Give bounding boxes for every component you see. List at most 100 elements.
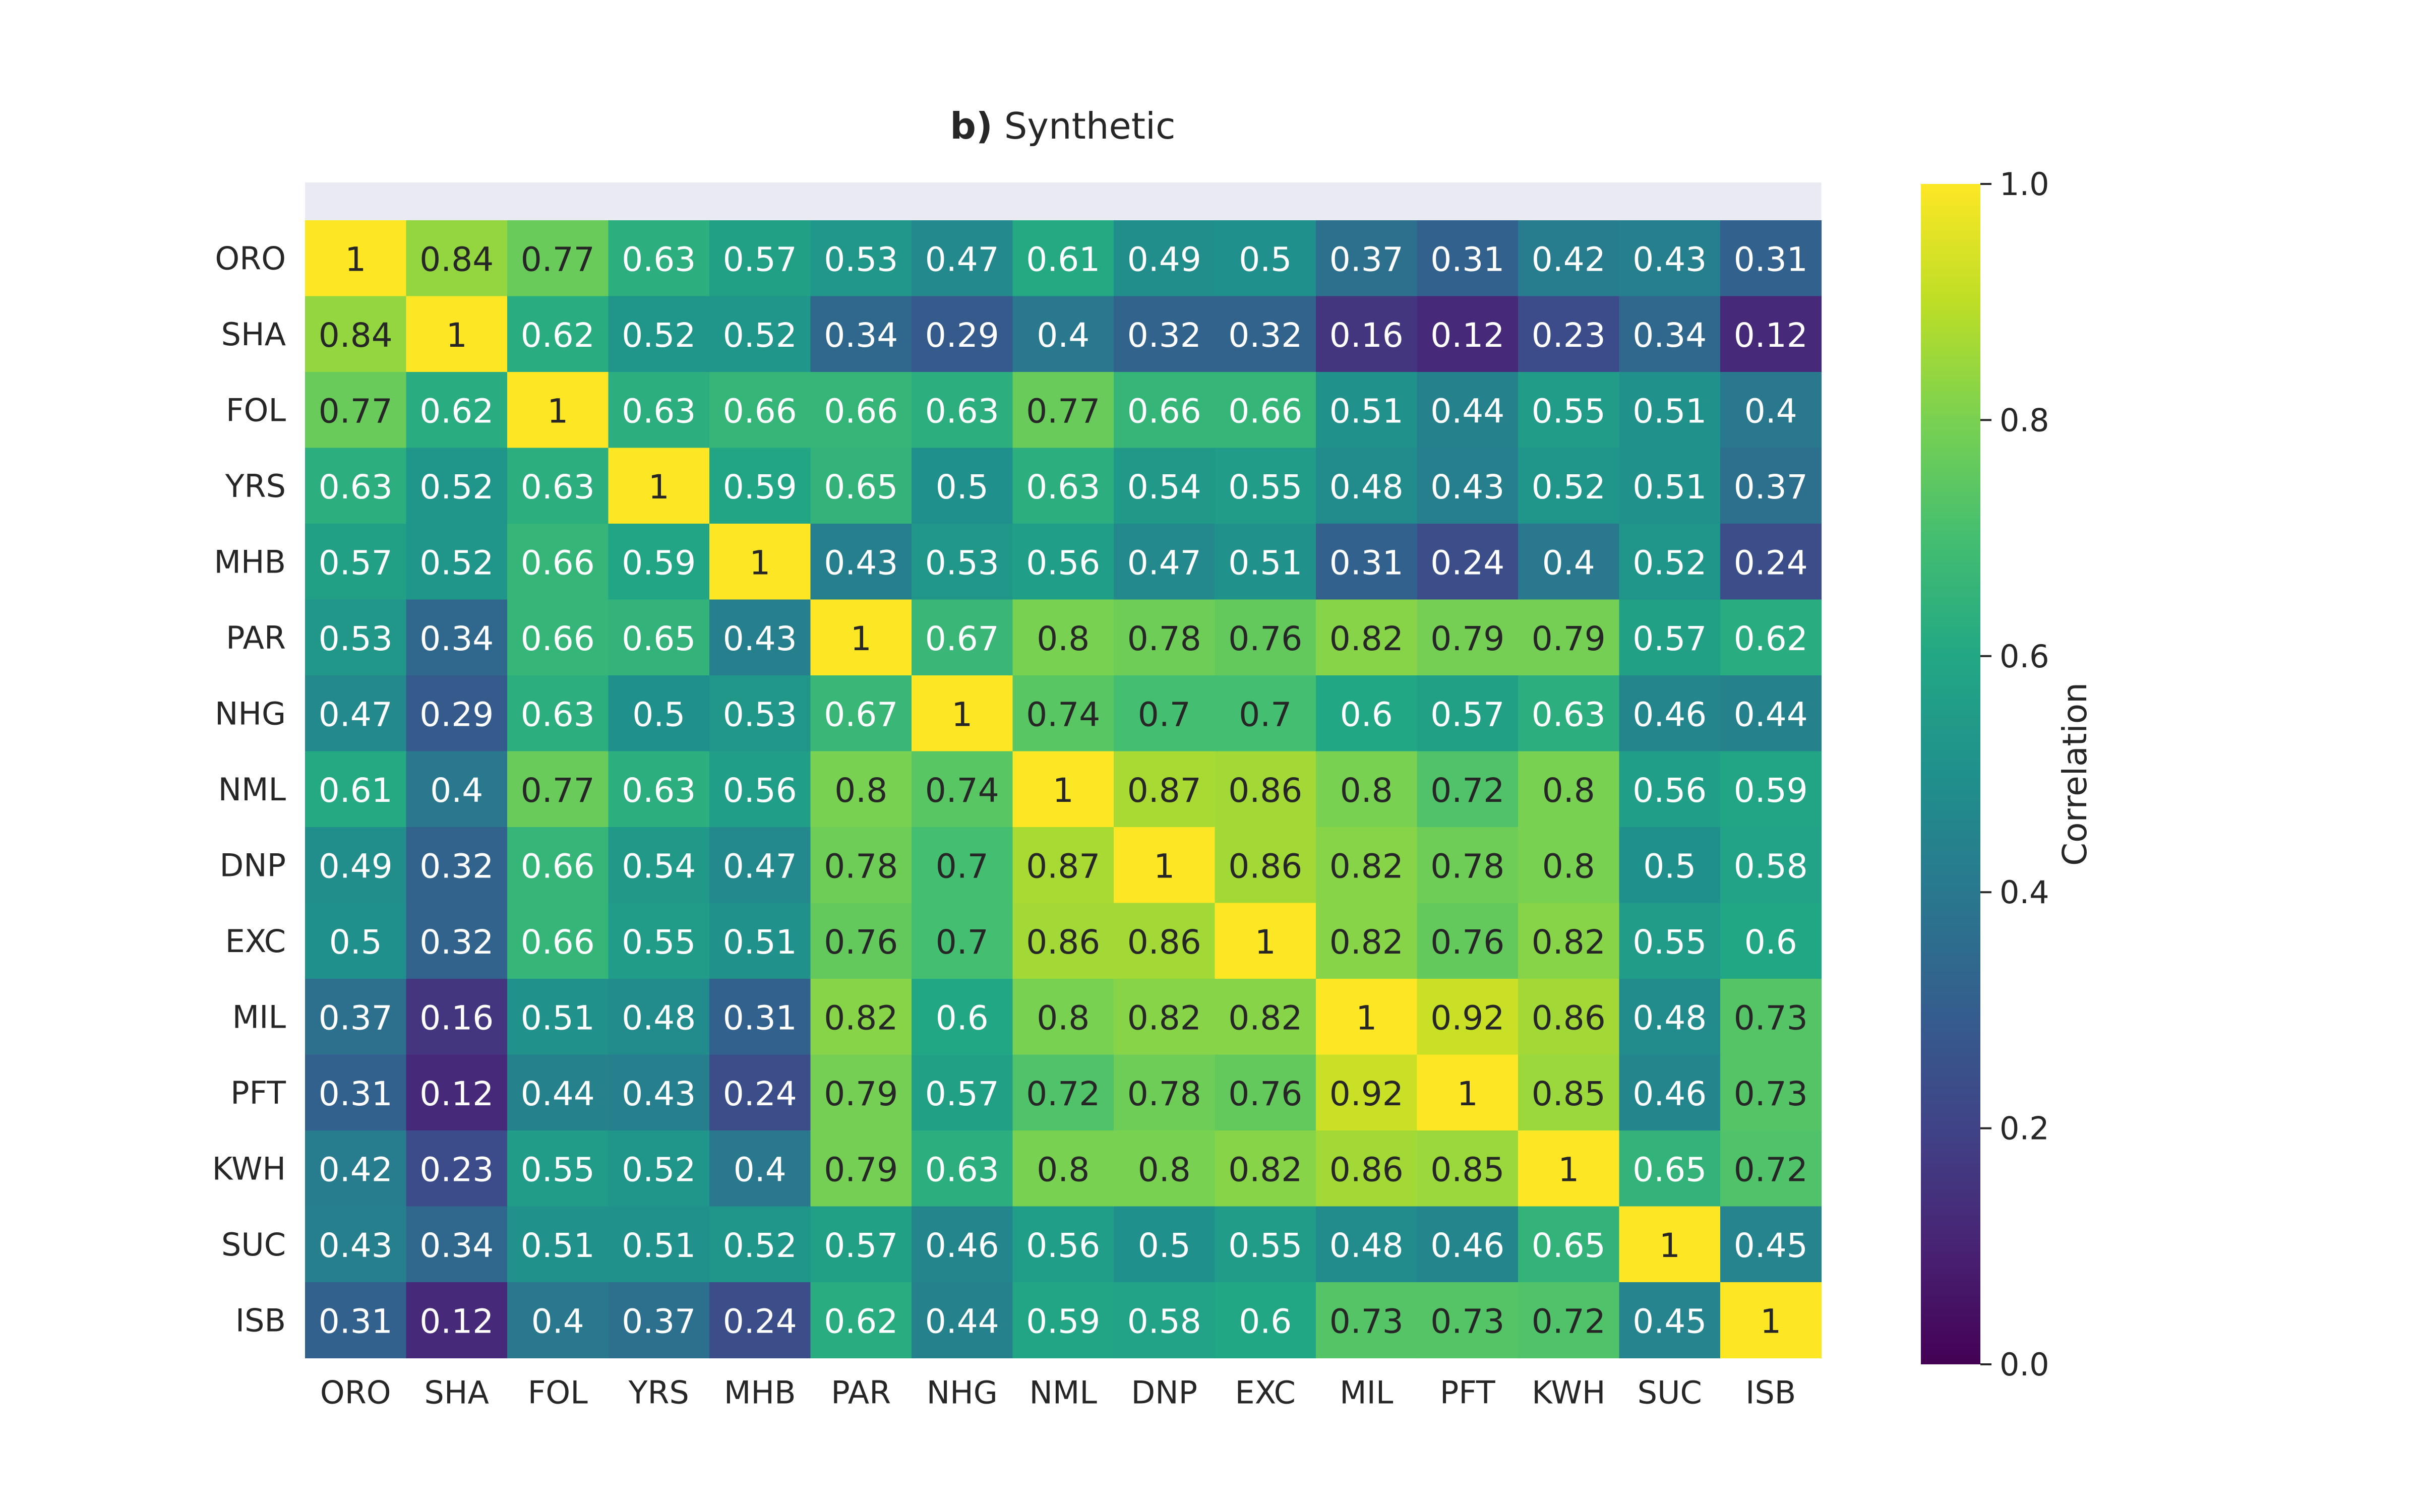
heatmap-cell-label: 0.82: [1532, 923, 1606, 962]
heatmap-cell: [1518, 979, 1620, 1055]
heatmap-cell-label: 0.51: [1228, 543, 1302, 582]
heatmap-cell: [305, 827, 407, 904]
heatmap-cell-label: 0.78: [824, 847, 898, 886]
heatmap-cell: [709, 1206, 811, 1283]
heatmap-cell: [810, 751, 912, 828]
heatmap-cell-label: 0.16: [419, 998, 494, 1037]
heatmap-cell-label: 0.31: [1430, 240, 1504, 279]
heatmap-cell: [406, 1206, 508, 1283]
heatmap-cell-label: 0.6: [1239, 1302, 1292, 1341]
heatmap-cell: [1215, 1130, 1316, 1207]
colorbar: [1921, 184, 1980, 1364]
heatmap-cell: [1215, 1054, 1316, 1131]
heatmap-cell: [709, 1054, 811, 1131]
heatmap-cell-label: 0.8: [1542, 847, 1595, 886]
chart-title: b) Synthetic: [950, 105, 1175, 147]
heatmap-cell-label: 0.48: [1329, 1226, 1404, 1265]
x-tick-label: MIL: [1340, 1374, 1394, 1411]
heatmap-cell: [305, 524, 407, 600]
heatmap-cell-label: 0.32: [419, 847, 494, 886]
heatmap-cell: [406, 599, 508, 676]
heatmap-cell-label: 0.43: [723, 619, 797, 658]
heatmap-cell: [1114, 296, 1216, 372]
heatmap-cell-label: 1: [345, 240, 366, 279]
heatmap-cell-label: 0.84: [319, 316, 393, 355]
heatmap-cell: [1316, 372, 1418, 449]
heatmap-cell-label: 0.77: [319, 392, 393, 430]
chart-title-prefix: b): [950, 105, 992, 147]
heatmap-cell: [912, 903, 1013, 979]
heatmap-cell-label: 0.73: [1430, 1302, 1504, 1341]
heatmap-cell-label: 0.32: [1127, 316, 1201, 355]
heatmap-cell-label: 0.57: [1632, 619, 1707, 658]
heatmap-cell: [507, 675, 609, 752]
heatmap-cell-label: 0.44: [1430, 392, 1504, 430]
heatmap-cell-label: 0.5: [1643, 847, 1696, 886]
heatmap-cell: [1114, 675, 1216, 752]
heatmap-cell-label: 0.46: [925, 1226, 999, 1265]
heatmap-cell: [406, 751, 508, 828]
heatmap-cell: [1518, 524, 1620, 600]
heatmap-cell-label: 0.73: [1734, 998, 1808, 1037]
heatmap-cell-label: 0.5: [1239, 240, 1292, 279]
heatmap-cell: [810, 1282, 912, 1359]
heatmap-cell-label: 0.42: [319, 1150, 393, 1189]
x-tick-label: ORO: [320, 1374, 391, 1411]
heatmap-cell-label: 0.55: [1632, 923, 1707, 962]
heatmap-cell: [507, 1130, 609, 1207]
heatmap-cell-label: 0.8: [1340, 771, 1393, 810]
heatmap-cell: [1012, 296, 1114, 372]
heatmap-cell-label: 0.51: [1329, 392, 1404, 430]
heatmap-cell: [1619, 524, 1721, 600]
heatmap-cell-label: 0.87: [1026, 847, 1100, 886]
heatmap-cell-label: 0.63: [925, 392, 999, 430]
heatmap-cell: [1417, 1130, 1519, 1207]
heatmap-cell: [810, 599, 912, 676]
y-tick-label: NML: [218, 771, 286, 808]
heatmap-cell-label: 0.43: [1632, 240, 1707, 279]
heatmap-cell-label: 0.72: [1532, 1302, 1606, 1341]
heatmap-cell-label: 0.56: [1632, 771, 1707, 810]
y-tick-label: FOL: [226, 392, 286, 428]
heatmap-cell-label: 0.51: [1632, 392, 1707, 430]
heatmap-cell-label: 1: [749, 543, 770, 582]
heatmap-cell-label: 0.52: [1632, 543, 1707, 582]
heatmap-cell-label: 0.84: [419, 240, 494, 279]
heatmap-cell-label: 0.76: [1430, 923, 1504, 962]
heatmap-cell: [1720, 903, 1822, 979]
heatmap-cell: [1518, 1282, 1620, 1359]
colorbar-tick-label: 0.6: [2000, 638, 2049, 675]
heatmap-cell: [1720, 448, 1822, 524]
heatmap-cell-label: 0.79: [824, 1075, 898, 1113]
heatmap-cell: [709, 903, 811, 979]
y-tick-label: SHA: [221, 316, 286, 353]
heatmap-cell-label: 0.59: [1734, 771, 1808, 810]
heatmap-cell: [1720, 675, 1822, 752]
heatmap-cell: [1720, 751, 1822, 828]
heatmap-cell: [608, 827, 710, 904]
heatmap-cell: [608, 220, 710, 297]
heatmap-cell: [912, 1054, 1013, 1131]
y-tick-label: PAR: [226, 619, 286, 656]
heatmap-cell-label: 0.78: [1127, 619, 1201, 658]
heatmap-cell-label: 0.63: [521, 695, 595, 734]
heatmap-cell: [305, 220, 407, 297]
heatmap-cell-label: 1: [851, 619, 872, 658]
heatmap-cell: [1215, 524, 1316, 600]
heatmap-cell-label: 0.44: [1734, 695, 1808, 734]
heatmap-cell: [1619, 751, 1721, 828]
heatmap-cell: [507, 1282, 609, 1359]
heatmap-cell-label: 0.48: [1329, 468, 1404, 507]
heatmap-cell: [507, 827, 609, 904]
heatmap-cell: [1215, 675, 1316, 752]
heatmap-cell: [1012, 751, 1114, 828]
x-tick-label: NHG: [927, 1374, 998, 1411]
colorbar-label: Correlation: [2055, 682, 2094, 866]
heatmap-cell-label: 0.29: [925, 316, 999, 355]
heatmap-cell-label: 0.56: [723, 771, 797, 810]
heatmap-cell-label: 1: [1255, 923, 1276, 962]
heatmap-cell-label: 0.51: [521, 1226, 595, 1265]
heatmap-cell-label: 0.47: [723, 847, 797, 886]
heatmap-cell-label: 0.31: [1734, 240, 1808, 279]
